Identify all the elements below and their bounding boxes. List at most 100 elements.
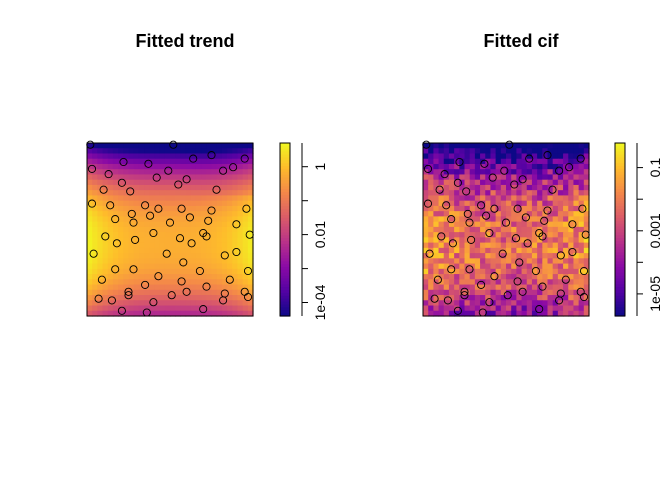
heatmap-cell — [495, 310, 502, 317]
heatmap-cell — [448, 268, 455, 275]
heatmap-cell — [247, 169, 254, 176]
heatmap-cell — [537, 268, 543, 275]
heatmap-cell — [112, 274, 119, 280]
heatmap-cell — [500, 268, 507, 275]
heatmap-cell — [149, 247, 156, 254]
heatmap-cell — [138, 184, 145, 191]
colorbar-swatch — [615, 278, 625, 282]
heatmap-cell — [242, 216, 249, 223]
heatmap-cell — [170, 184, 176, 191]
heatmap-cell — [480, 305, 486, 312]
heatmap-cell — [97, 253, 104, 259]
colorbar-swatch — [615, 154, 625, 159]
heatmap-cell — [237, 158, 244, 165]
heatmap-cell — [154, 247, 161, 254]
heatmap-cell — [526, 148, 533, 155]
heatmap-cell — [159, 295, 166, 301]
heatmap-cell — [118, 221, 124, 228]
heatmap-cell — [506, 295, 512, 301]
colorbar-swatch — [615, 269, 625, 274]
heatmap-cell — [123, 195, 130, 202]
heatmap-cell — [583, 195, 590, 202]
heatmap-cell — [506, 284, 512, 291]
heatmap-cell — [568, 279, 575, 286]
data-point — [94, 294, 103, 303]
heatmap-cell — [118, 184, 124, 191]
heatmap-cell — [526, 263, 533, 270]
heatmap-cell — [583, 163, 590, 170]
heatmap-cell — [206, 143, 213, 149]
colorbar-swatch — [280, 160, 290, 164]
heatmap-cell — [485, 211, 492, 217]
heatmap-cell — [495, 221, 502, 228]
heatmap-cell — [469, 274, 476, 280]
data-point — [165, 218, 175, 227]
heatmap-cell — [237, 205, 244, 212]
heatmap-cell — [474, 179, 481, 186]
heatmap-cell — [201, 163, 207, 170]
data-point — [442, 201, 451, 210]
heatmap-cell — [242, 253, 249, 259]
heatmap-cell — [227, 279, 233, 286]
heatmap-cell — [578, 184, 585, 191]
heatmap-cell — [573, 310, 580, 317]
heatmap-cell — [526, 226, 533, 233]
heatmap-cell — [138, 242, 145, 249]
heatmap-cell — [448, 163, 455, 170]
colorbar-swatch — [615, 189, 625, 193]
data-point — [447, 215, 456, 224]
heatmap-cell — [237, 174, 244, 181]
data-point — [485, 228, 494, 238]
heatmap-cell — [133, 258, 140, 265]
data-point — [548, 185, 557, 194]
heatmap-cell — [175, 211, 181, 217]
heatmap-cell — [443, 253, 450, 259]
chart-title: Fitted trend — [136, 31, 235, 51]
heatmap-cell — [459, 242, 466, 249]
heatmap-cell — [237, 253, 244, 259]
heatmap-cell — [428, 226, 434, 233]
heatmap-cell — [144, 169, 150, 176]
heatmap-cell — [557, 200, 564, 207]
heatmap-cell — [232, 242, 239, 249]
heatmap-cell — [573, 274, 580, 280]
heatmap-cell — [438, 184, 445, 191]
colorbar-tick-label: 1e-05 — [647, 276, 663, 312]
heatmap-cell — [516, 305, 523, 312]
colorbar-swatch — [615, 301, 625, 306]
heatmap-cell — [531, 169, 538, 176]
heatmap-cell — [423, 274, 429, 280]
heatmap-cell — [573, 284, 580, 291]
colorbar-swatch — [280, 281, 290, 285]
heatmap-cell — [448, 190, 455, 197]
heatmap-cell — [102, 295, 109, 301]
heatmap-cell — [97, 195, 104, 202]
heatmap-cell — [237, 295, 244, 301]
heatmap-cell — [128, 169, 135, 176]
heatmap-cell — [185, 184, 192, 191]
data-point — [199, 305, 208, 314]
heatmap-cell — [542, 179, 549, 186]
heatmap-cell — [480, 221, 486, 228]
heatmap-cell — [221, 268, 228, 275]
heatmap-cell — [474, 221, 481, 228]
heatmap-cell — [423, 195, 429, 202]
heatmap-cell — [102, 179, 109, 186]
heatmap-cell — [112, 211, 119, 217]
heatmap-cell — [433, 274, 440, 280]
heatmap-cell — [506, 258, 512, 265]
heatmap-cell — [516, 274, 523, 280]
data-point — [576, 154, 585, 163]
heatmap-cell — [573, 195, 580, 202]
heatmap-cell — [175, 237, 181, 244]
heatmap-cell — [521, 200, 528, 207]
heatmap-cell — [474, 237, 481, 244]
heatmap-cell — [149, 284, 156, 291]
heatmap-cell — [568, 232, 575, 238]
data-point — [578, 204, 587, 213]
heatmap-cell — [506, 242, 512, 249]
colorbar-tick-label: 0.1 — [647, 158, 663, 178]
heatmap-cell — [221, 143, 228, 149]
heatmap-cell — [195, 232, 202, 238]
heatmap-cell — [102, 158, 109, 165]
